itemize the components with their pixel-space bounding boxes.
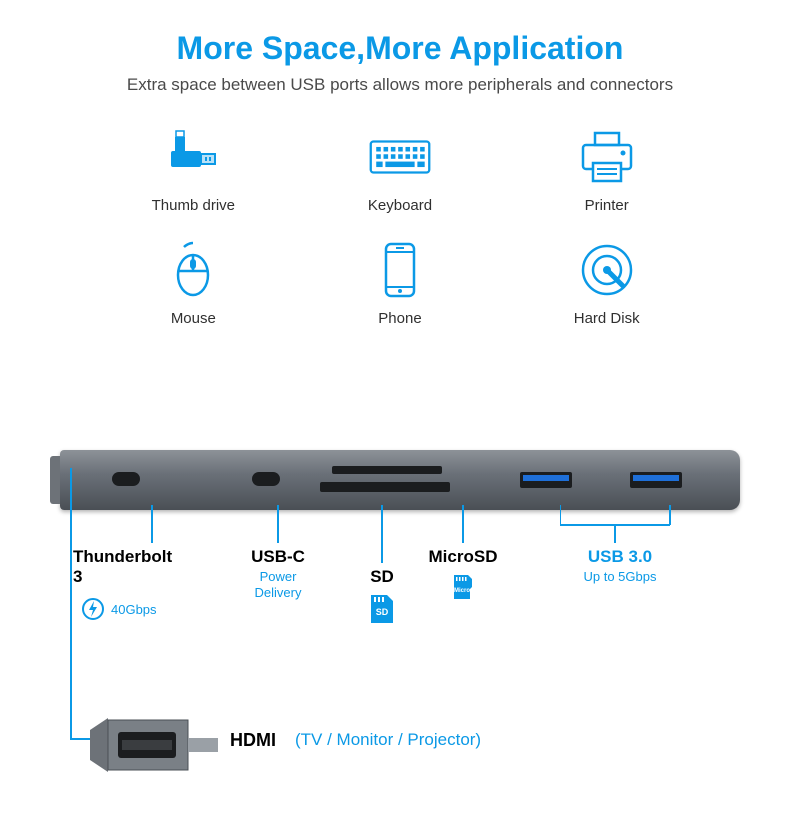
svg-text:Micro: Micro bbox=[454, 588, 470, 594]
hub-body bbox=[60, 450, 740, 510]
device-printer: Printer bbox=[503, 125, 710, 214]
device-grid: Thumb drive Keyboard bbox=[90, 125, 710, 327]
port-title: SD bbox=[370, 567, 394, 587]
port-sub: Power Delivery bbox=[255, 569, 302, 600]
port-usb30: USB 3.0 Up to 5Gbps bbox=[560, 505, 680, 585]
hdmi-callout-line bbox=[70, 468, 72, 738]
device-label: Thumb drive bbox=[152, 197, 235, 214]
hard-disk-icon bbox=[575, 238, 639, 302]
device-keyboard: Keyboard bbox=[297, 125, 504, 214]
port-usbc: USB-C Power Delivery bbox=[238, 505, 318, 600]
port-title: MicroSD bbox=[429, 547, 498, 567]
device-label: Printer bbox=[585, 197, 629, 214]
page-title: More Space,More Application bbox=[0, 30, 800, 67]
port-title: USB-C bbox=[251, 547, 305, 567]
port-sub: Up to 5Gbps bbox=[584, 569, 657, 585]
device-hard-disk: Hard Disk bbox=[503, 238, 710, 327]
microsd-icon: Micro bbox=[452, 573, 474, 606]
phone-icon bbox=[368, 238, 432, 302]
thunderbolt-icon bbox=[81, 597, 105, 626]
device-thumb-drive: Thumb drive bbox=[90, 125, 297, 214]
hdmi-callout-line-h bbox=[70, 738, 90, 740]
usb-hub bbox=[60, 450, 740, 510]
keyboard-icon bbox=[368, 125, 432, 189]
device-label: Mouse bbox=[171, 310, 216, 327]
device-label: Hard Disk bbox=[574, 310, 640, 327]
device-label: Keyboard bbox=[368, 197, 432, 214]
device-label: Phone bbox=[378, 310, 421, 327]
mouse-icon bbox=[161, 238, 225, 302]
port-sub: 40Gbps bbox=[111, 602, 157, 618]
printer-icon bbox=[575, 125, 639, 189]
page-subtitle: Extra space between USB ports allows mor… bbox=[0, 75, 800, 95]
sd-icon: SD bbox=[369, 593, 395, 630]
device-phone: Phone bbox=[297, 238, 504, 327]
hdmi-label: HDMI bbox=[230, 730, 276, 751]
port-title: Thunderbolt 3 bbox=[73, 547, 178, 587]
port-tb3: Thunderbolt 3 40Gbps bbox=[73, 505, 178, 626]
thumb-drive-icon bbox=[161, 125, 225, 189]
hdmi-connector bbox=[90, 710, 210, 780]
port-microsd: MicroSD Micro bbox=[428, 505, 498, 606]
hdmi-desc: (TV / Monitor / Projector) bbox=[295, 730, 481, 750]
port-sd: SD SD bbox=[362, 505, 402, 630]
port-title: USB 3.0 bbox=[588, 547, 652, 567]
svg-text:SD: SD bbox=[376, 607, 389, 617]
device-mouse: Mouse bbox=[90, 238, 297, 327]
